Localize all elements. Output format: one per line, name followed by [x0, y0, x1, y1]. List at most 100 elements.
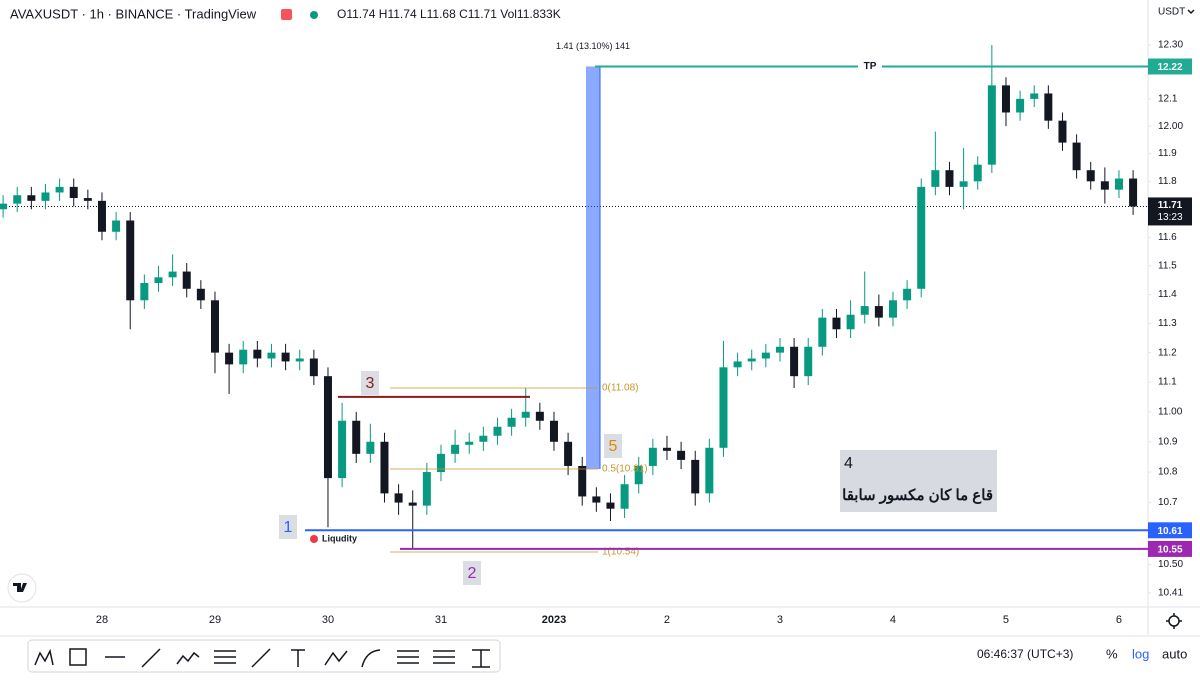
candle-body [352, 420, 361, 454]
candle-body [239, 349, 248, 365]
candle-body [832, 317, 841, 330]
y-tick-label: 11.3 [1158, 318, 1177, 329]
candle-body [154, 277, 163, 284]
candle-body [888, 300, 897, 318]
tool-gann[interactable] [433, 650, 455, 664]
y-tick-label: 10.41 [1158, 587, 1183, 598]
candle-body [1072, 142, 1081, 171]
candle-body [465, 441, 474, 445]
candle-body [592, 496, 601, 503]
last-price-label: 11.71 [1158, 200, 1183, 211]
settings-gear[interactable] [1166, 613, 1182, 629]
candle-body [225, 352, 234, 365]
candle-body [309, 358, 318, 377]
candle-body [1030, 93, 1039, 99]
candle-body [493, 426, 502, 436]
tool-pitchfork[interactable] [397, 650, 419, 664]
note-text: قاع ما كان مكسور سابقا [842, 487, 993, 504]
tool-trend[interactable] [251, 648, 271, 668]
candle-body [1114, 178, 1123, 190]
candle-body [1016, 98, 1025, 113]
candle-body [267, 352, 276, 359]
candle-body [761, 352, 770, 359]
candle-body [846, 314, 855, 330]
marker-label: 2 [468, 565, 477, 582]
candle-body [691, 459, 700, 494]
tool-text[interactable] [291, 649, 305, 667]
candle-body [253, 349, 262, 359]
candle-body [196, 288, 205, 301]
candle-body [634, 465, 643, 485]
candle-body [620, 484, 629, 509]
candle-body [394, 493, 403, 503]
candle-body [55, 186, 64, 193]
tool-arrow[interactable] [141, 648, 161, 668]
tool-fib[interactable] [214, 650, 236, 664]
fib-label: 0.5(10.81) [602, 464, 648, 475]
countdown-label: 13:23 [1157, 212, 1182, 223]
candle-body [451, 444, 460, 454]
marker-label: 3 [366, 375, 375, 392]
fib-label: 0(11.08) [602, 383, 639, 394]
note-number: 4 [844, 455, 853, 472]
candle-body [719, 367, 728, 448]
y-tick-label: 11.8 [1158, 176, 1177, 187]
currency-caret[interactable] [1187, 9, 1195, 15]
candle-body [790, 346, 799, 377]
y-tick-label: 10.9 [1158, 436, 1178, 447]
tool-brush[interactable] [324, 650, 348, 666]
candle-body [931, 170, 940, 187]
tool-rect[interactable] [69, 648, 87, 666]
note-box [840, 450, 997, 512]
candle-body [69, 186, 78, 199]
candle-body [987, 85, 996, 165]
candle-body [323, 376, 332, 479]
tool-measure[interactable] [472, 649, 490, 668]
marker-box [361, 371, 379, 395]
log-button[interactable]: log [1132, 646, 1149, 661]
candle-body [775, 346, 784, 353]
x-tick-label: 28 [96, 614, 108, 626]
x-tick-label: 5 [1003, 614, 1009, 626]
marker-box [463, 561, 481, 585]
candle-body [112, 220, 121, 232]
auto-button[interactable]: auto [1162, 646, 1187, 661]
candle-body [1100, 181, 1109, 190]
candle-body [804, 346, 813, 377]
candle-body [140, 283, 149, 301]
candle-body [479, 435, 488, 442]
y-tick-label: 11.00 [1158, 406, 1183, 417]
candle-body [295, 358, 304, 362]
price-badge-label: 10.61 [1157, 526, 1182, 537]
tool-pattern[interactable] [34, 648, 54, 666]
x-tick-label: 6 [1116, 614, 1122, 626]
measure-label: 1.41 (13.10%) 141 [556, 41, 630, 51]
level-label-bg [858, 59, 882, 74]
y-tick-label: 10.7 [1158, 497, 1178, 508]
candle-body [1001, 85, 1010, 113]
price-badge-label: 12.22 [1157, 62, 1182, 73]
percent-button[interactable]: % [1106, 646, 1118, 661]
candle-body [1044, 93, 1053, 121]
candle-body [281, 352, 290, 362]
candle-body [380, 441, 389, 494]
candle-body [973, 164, 982, 182]
level-label: TP [864, 61, 877, 72]
market-status [310, 11, 318, 19]
candle-body [366, 441, 375, 454]
y-tick-label: 12.1 [1158, 94, 1178, 105]
y-tick-label: 11.1 [1158, 377, 1177, 388]
y-tick-label: 11.4 [1158, 289, 1177, 300]
y-tick-label: 10.50 [1158, 559, 1183, 570]
liquidity-label: Liqudity [322, 533, 357, 543]
currency[interactable]: USDT [1158, 7, 1185, 18]
liquidity-dot [310, 535, 318, 543]
x-tick-label: 31 [435, 614, 447, 626]
marker-box [604, 434, 622, 458]
tool-curve[interactable] [361, 649, 381, 668]
y-tick-label: 11.5 [1158, 260, 1177, 271]
tool-path[interactable] [176, 651, 200, 665]
candle-body [41, 192, 50, 201]
x-tick-label: 3 [777, 614, 783, 626]
candle-body [83, 198, 92, 201]
